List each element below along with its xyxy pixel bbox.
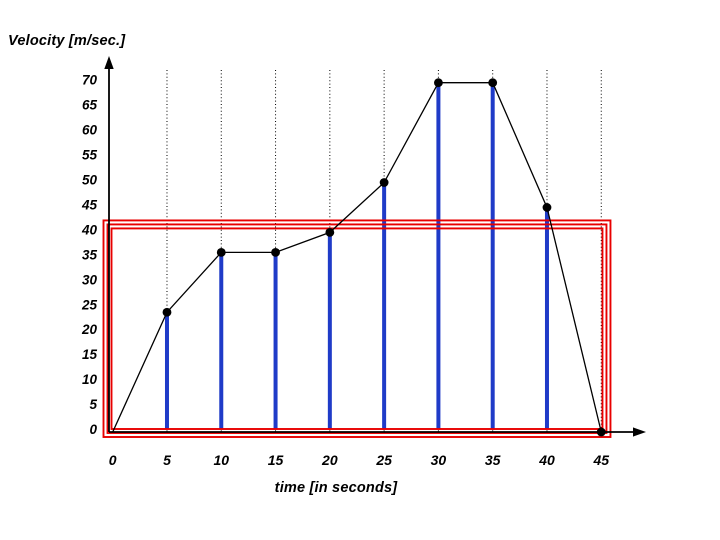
y-tick-label: 5 (89, 397, 97, 412)
y-tick-label: 10 (82, 372, 98, 387)
data-point (379, 178, 389, 187)
axes (104, 56, 646, 437)
y-tick-label: 15 (82, 347, 98, 362)
y-tick-label: 20 (81, 322, 98, 337)
y-axis-arrow-icon (104, 56, 114, 69)
x-tick-label: 45 (592, 452, 609, 468)
y-tick-label: 25 (81, 297, 98, 312)
data-point (325, 228, 335, 237)
highlight-rect (102, 219, 612, 438)
y-tick-labels: 0 5 10 15 20 25 30 35 40 45 50 55 60 65 70 (81, 73, 98, 437)
x-tick-label: 0 (109, 452, 117, 468)
x-tick-label: 10 (213, 452, 229, 468)
y-tick-label: 65 (82, 98, 98, 113)
y-tick-label: 0 (89, 422, 97, 437)
y-tick-label: 35 (82, 247, 98, 262)
data-point (434, 78, 443, 88)
data-point (488, 78, 498, 88)
x-tick-label: 5 (163, 452, 171, 468)
stem-lines (164, 83, 549, 430)
y-tick-label: 50 (82, 173, 98, 188)
x-tick-labels: 0 5 10 15 20 25 30 35 40 45 (109, 452, 609, 468)
data-point (542, 203, 552, 212)
x-axis-title: time [in seconds] (274, 480, 398, 496)
x-tick-label: 40 (538, 452, 555, 468)
x-axis-arrow-icon (633, 427, 646, 437)
data-point (216, 247, 226, 257)
x-tick-label: 15 (268, 452, 284, 468)
x-tick-label: 25 (375, 452, 392, 468)
y-axis-title: Velocity [m/sec.] (8, 33, 126, 49)
y-tick-label: 60 (82, 123, 98, 138)
data-point (162, 307, 172, 317)
velocity-series-line (112, 82, 602, 433)
data-point (271, 247, 280, 257)
x-tick-label: 35 (485, 452, 501, 468)
x-tick-label: 20 (321, 452, 338, 468)
y-tick-label: 55 (82, 148, 98, 163)
y-tick-label: 70 (82, 73, 98, 88)
y-tick-label: 45 (81, 197, 98, 212)
x-tick-label: 30 (431, 452, 447, 468)
y-tick-label: 40 (81, 222, 98, 237)
y-tick-label: 30 (82, 272, 98, 287)
